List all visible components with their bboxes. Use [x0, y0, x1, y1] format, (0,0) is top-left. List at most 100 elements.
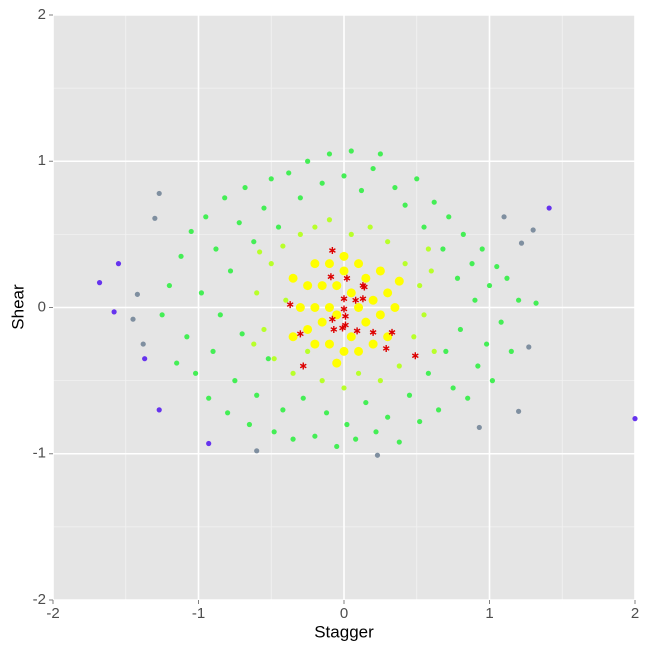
point — [156, 407, 162, 413]
y-tick-label: -1 — [33, 445, 46, 462]
point — [290, 436, 296, 442]
point — [406, 392, 413, 398]
point — [489, 378, 496, 384]
point — [242, 184, 248, 191]
point — [280, 243, 286, 249]
point — [239, 331, 245, 337]
point — [324, 259, 334, 269]
point — [411, 334, 417, 340]
point — [283, 297, 289, 303]
star-point — [352, 296, 360, 304]
point — [368, 339, 378, 349]
point — [443, 348, 449, 354]
point — [206, 395, 212, 401]
point — [192, 370, 199, 376]
point — [332, 358, 342, 368]
point — [479, 246, 485, 252]
point — [310, 303, 320, 312]
point — [516, 408, 522, 414]
point — [375, 266, 385, 276]
point — [530, 227, 536, 233]
point — [324, 339, 334, 349]
point — [353, 436, 359, 442]
point — [431, 199, 437, 205]
point — [317, 317, 327, 327]
point — [440, 246, 446, 252]
point — [142, 356, 148, 362]
point — [341, 385, 347, 391]
point — [346, 288, 356, 298]
point — [227, 268, 234, 274]
star-point — [339, 324, 346, 332]
point — [402, 261, 408, 267]
star-point — [328, 315, 336, 323]
point — [428, 268, 434, 274]
point — [392, 184, 398, 191]
star-point — [342, 312, 349, 320]
axes: -2 -1 0 1 2 -2 -1 0 1 2 — [33, 6, 640, 622]
point — [632, 416, 638, 422]
point — [246, 421, 253, 428]
point — [290, 370, 296, 376]
point — [310, 259, 320, 269]
point — [312, 224, 318, 230]
point — [217, 312, 223, 318]
point — [210, 348, 216, 354]
point — [483, 341, 490, 347]
point — [394, 276, 404, 286]
point — [332, 310, 342, 320]
point — [533, 300, 539, 306]
point — [354, 303, 364, 312]
point — [375, 310, 385, 320]
point — [261, 326, 267, 333]
point — [268, 261, 274, 267]
point — [111, 309, 117, 315]
point — [232, 378, 238, 384]
star-point — [342, 321, 349, 329]
point — [377, 378, 383, 384]
y-tick-label: 0 — [38, 298, 46, 315]
point — [383, 288, 393, 298]
point — [198, 290, 205, 296]
x-tick-label: 1 — [485, 605, 493, 622]
point — [130, 316, 136, 322]
point — [450, 385, 456, 391]
star-point — [299, 362, 307, 370]
point — [178, 253, 184, 259]
point — [271, 356, 277, 362]
star-point — [328, 246, 336, 254]
point — [385, 239, 391, 245]
point — [300, 395, 306, 401]
point — [319, 180, 325, 186]
point — [323, 410, 330, 416]
point — [265, 356, 271, 362]
point — [396, 439, 402, 445]
point — [184, 334, 190, 340]
point — [361, 273, 371, 283]
point — [501, 214, 507, 220]
point — [435, 407, 442, 413]
point — [421, 224, 427, 230]
point — [414, 176, 420, 182]
point — [288, 332, 298, 342]
point — [374, 452, 381, 458]
star-point — [327, 273, 335, 281]
point — [476, 424, 482, 431]
y-axis-title: Shear — [8, 284, 27, 330]
point — [354, 259, 364, 269]
point — [472, 297, 478, 303]
point — [254, 392, 260, 398]
point — [159, 312, 165, 318]
point — [271, 429, 277, 435]
point — [377, 151, 383, 157]
point — [373, 429, 379, 435]
x-tick-label: 2 — [631, 605, 639, 622]
point — [268, 176, 274, 182]
point — [339, 251, 349, 261]
point — [425, 370, 431, 376]
point — [326, 217, 333, 223]
y-tick-label: 2 — [38, 6, 46, 23]
point — [115, 261, 122, 267]
point — [286, 170, 292, 176]
